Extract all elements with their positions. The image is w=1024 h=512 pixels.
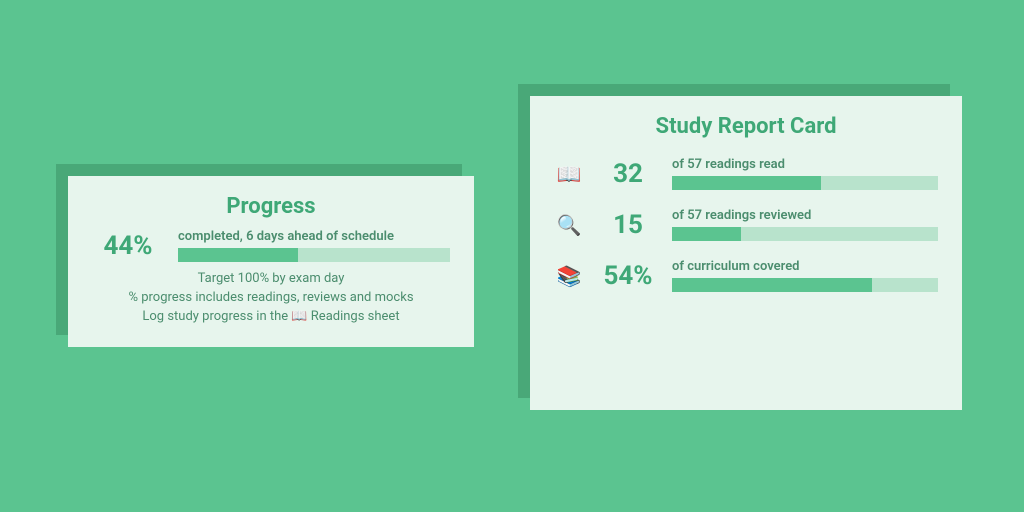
report-right: of 57 readings reviewed [672,208,938,241]
progress-note-line: Target 100% by exam day [92,270,450,289]
report-right: of curriculum covered [672,259,938,292]
report-label: of 57 readings read [672,157,938,172]
open-book-icon: 📖 [554,162,584,186]
progress-title: Progress [92,194,450,219]
progress-value: 44% [92,231,164,261]
report-bar [672,278,938,292]
report-row: 📖 32 of 57 readings read [554,157,938,190]
report-label: of 57 readings reviewed [672,208,938,223]
progress-bar-fill [178,248,298,262]
report-row: 🔍 15 of 57 readings reviewed [554,208,938,241]
report-value: 32 [598,159,658,189]
progress-note-line: Log study progress in the 📖 Readings she… [92,308,450,327]
report-value: 15 [598,210,658,240]
report-title: Study Report Card [554,114,938,139]
progress-note-line: % progress includes readings, reviews an… [92,289,450,308]
report-bar [672,176,938,190]
card-body: Progress 44% completed, 6 days ahead of … [68,176,474,347]
report-value: 54% [598,261,658,291]
report-label: of curriculum covered [672,259,938,274]
books-icon: 📚 [554,264,584,288]
progress-status: completed, 6 days ahead of schedule [178,229,450,244]
report-bar-fill [672,176,821,190]
report-row: 📚 54% of curriculum covered [554,259,938,292]
progress-row: 44% completed, 6 days ahead of schedule [92,229,450,262]
report-bar-fill [672,278,872,292]
magnifier-icon: 🔍 [554,213,584,237]
report-card: Study Report Card 📖 32 of 57 readings read… [530,96,962,410]
report-bar-fill [672,227,741,241]
report-right: of 57 readings read [672,157,938,190]
progress-card: Progress 44% completed, 6 days ahead of … [68,176,474,347]
report-bar [672,227,938,241]
card-body: Study Report Card 📖 32 of 57 readings read… [530,96,962,410]
progress-notes: Target 100% by exam day % progress inclu… [92,270,450,327]
progress-bar [178,248,450,262]
progress-right: completed, 6 days ahead of schedule [178,229,450,262]
